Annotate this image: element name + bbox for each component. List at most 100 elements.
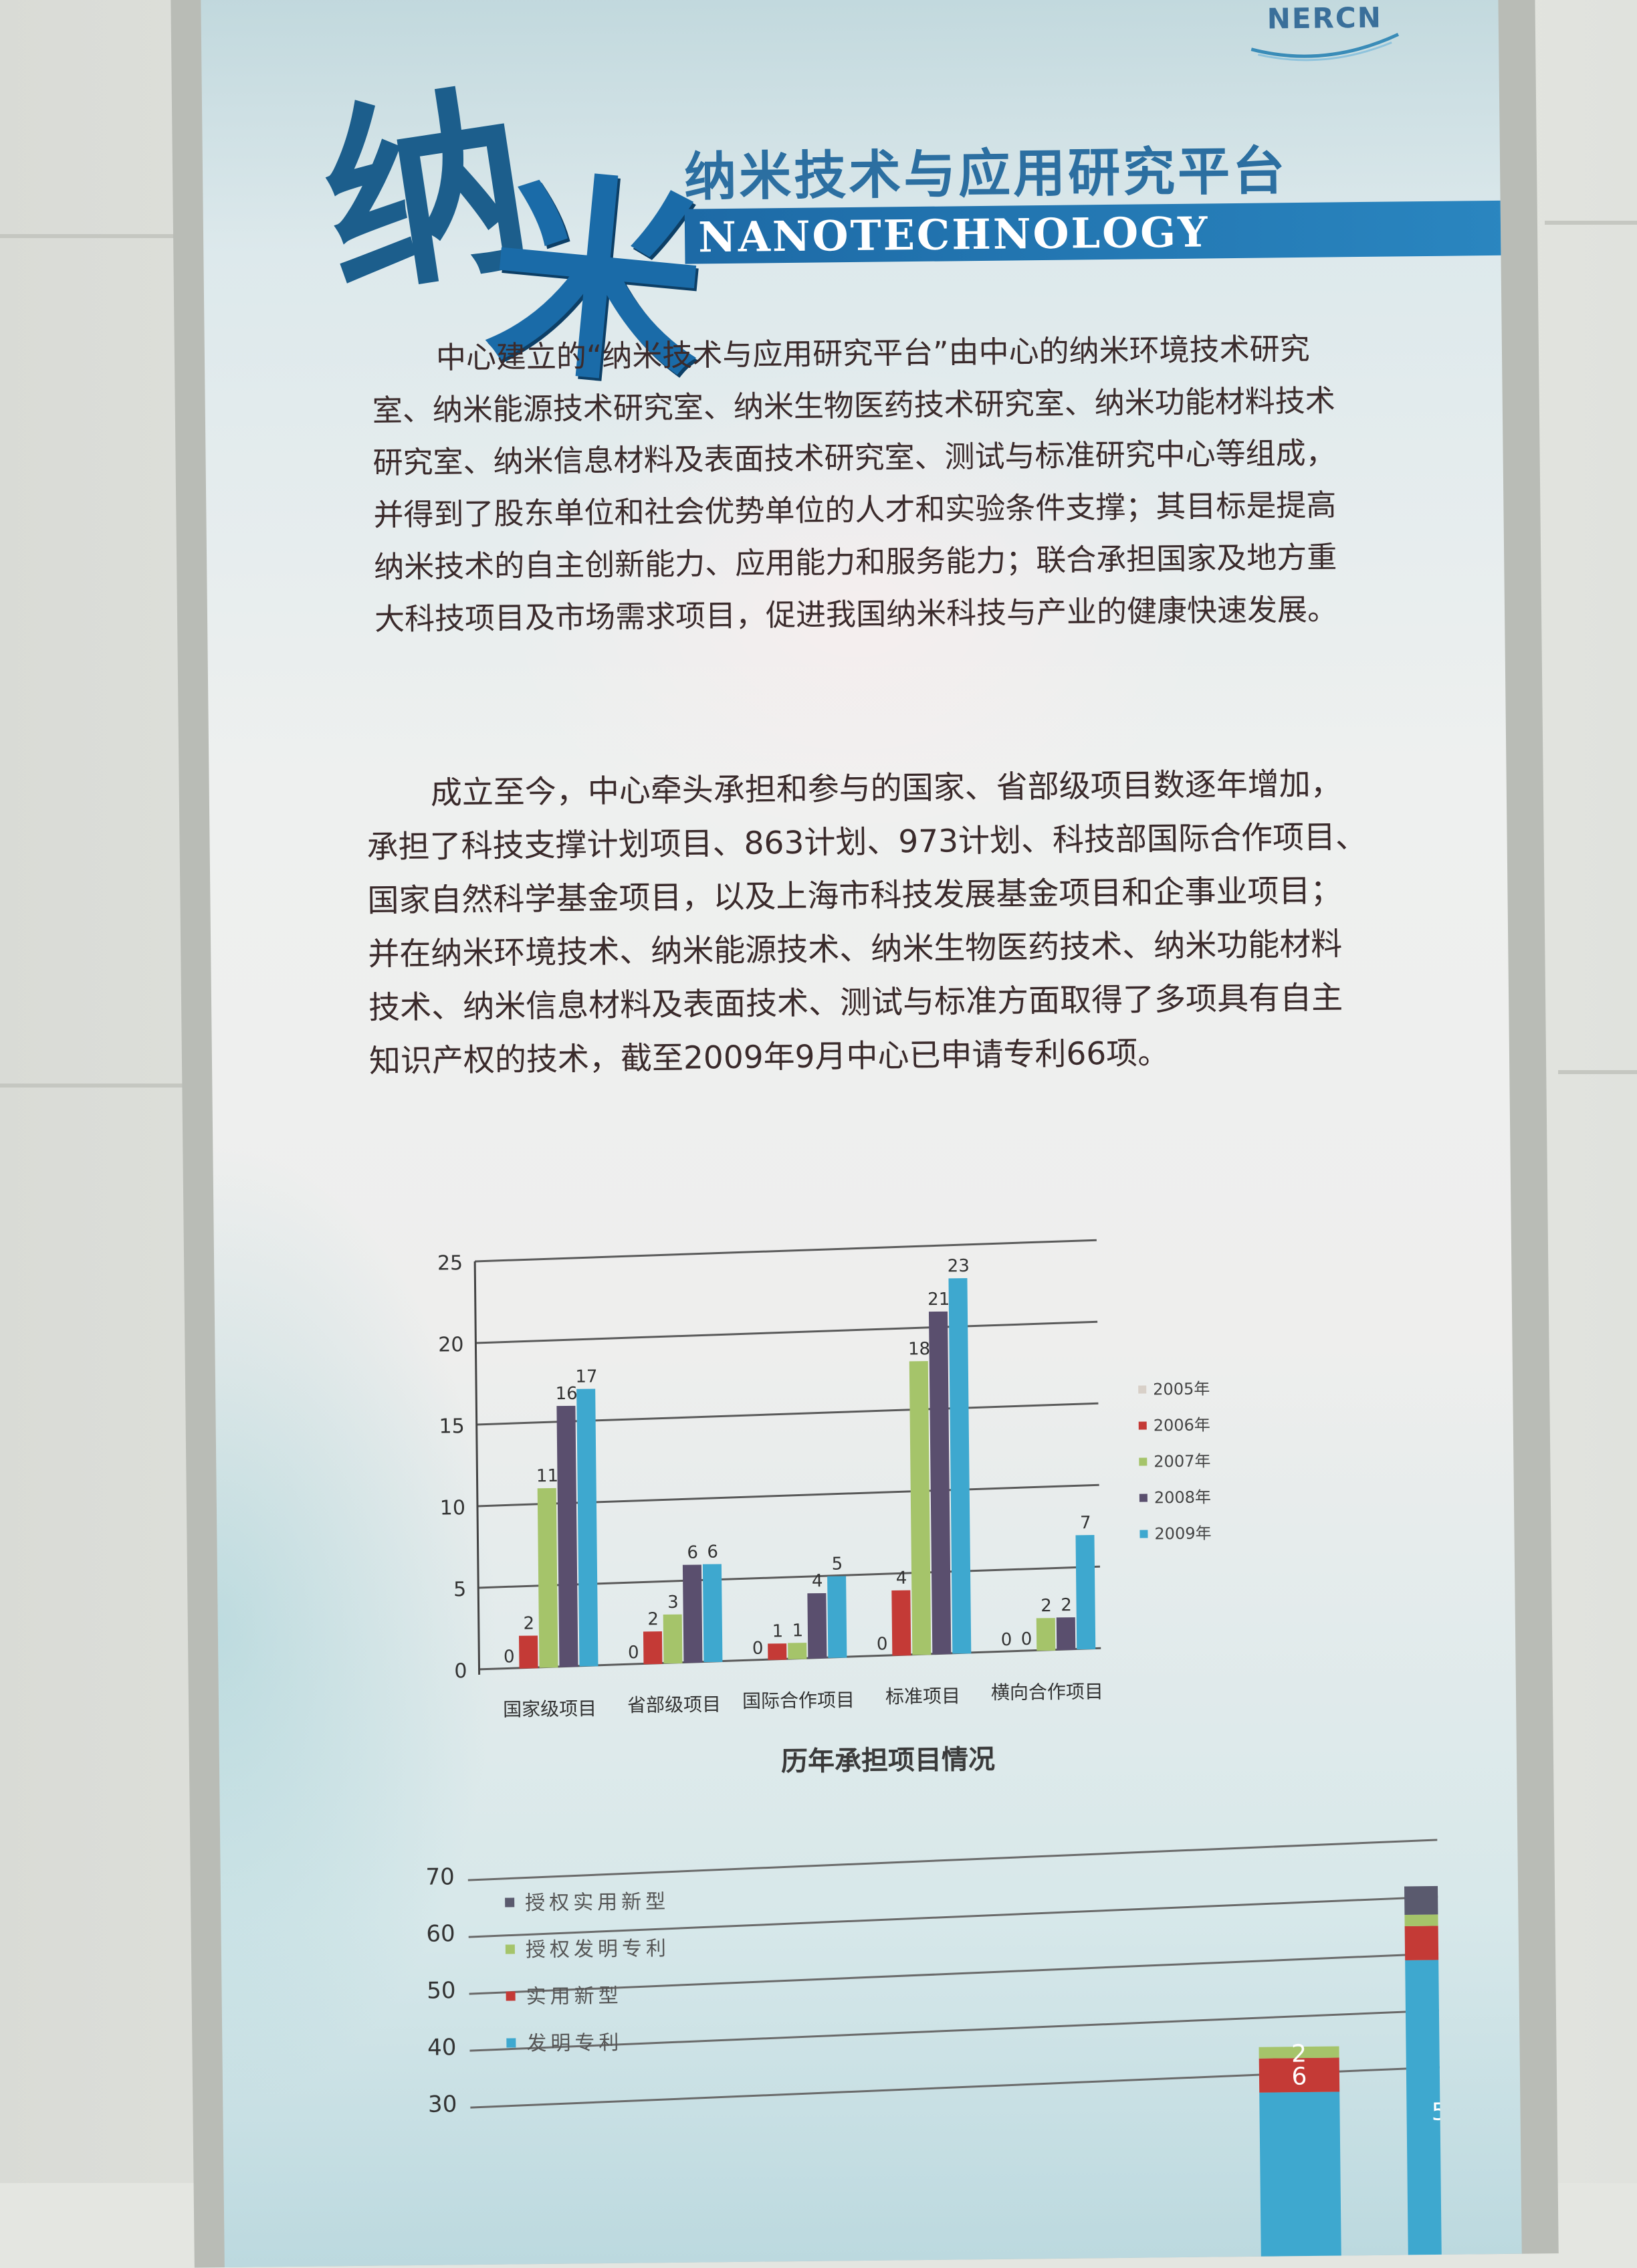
bar xyxy=(682,1564,703,1663)
bar xyxy=(576,1388,598,1667)
bar xyxy=(1056,1617,1076,1651)
y-tick-label: 15 xyxy=(439,1415,465,1438)
data-label: 18 xyxy=(908,1339,930,1359)
bar xyxy=(702,1564,723,1663)
platform-title: 纳米技术与应用研究平台 xyxy=(683,141,1288,208)
tile-seam xyxy=(0,234,221,238)
legend-swatch xyxy=(1138,1385,1147,1394)
bar xyxy=(807,1592,827,1659)
bar xyxy=(768,1643,787,1660)
bar xyxy=(827,1576,847,1658)
bar xyxy=(788,1643,807,1659)
gridline xyxy=(467,1834,1522,1881)
legend-label: 授权实用新型 xyxy=(525,1890,669,1915)
stacked-bar-segment xyxy=(1259,2057,1340,2093)
y-tick-label: 40 xyxy=(427,2034,457,2061)
data-label: 6 xyxy=(707,1542,718,1562)
bar xyxy=(556,1405,578,1667)
bar xyxy=(537,1487,558,1668)
y-tick-label: 20 xyxy=(438,1333,464,1356)
data-label: 0 xyxy=(628,1643,639,1663)
legend-label: 授权发明专利 xyxy=(526,1937,670,1962)
data-label: 0 xyxy=(752,1639,764,1659)
gridline xyxy=(469,1948,1522,1995)
y-tick-label: 60 xyxy=(426,1920,455,1947)
stacked-bar-segment xyxy=(1259,2091,1341,2263)
data-label: 5 xyxy=(831,1554,843,1574)
legend-swatch xyxy=(1139,1457,1148,1466)
x-tick-label: 横向合作项目 xyxy=(991,1681,1103,1704)
y-tick-label: 5 xyxy=(453,1578,466,1601)
tile-seam xyxy=(1558,1070,1637,1074)
data-label: 23 xyxy=(948,1256,970,1276)
gridline xyxy=(475,1239,1097,1263)
data-label: 2 xyxy=(1061,1595,1072,1615)
y-tick-label: 30 xyxy=(428,2091,457,2118)
segment-label: 53 xyxy=(1431,2098,1441,2126)
segment-label: 2 xyxy=(1291,2041,1307,2068)
gridline xyxy=(475,1320,1098,1344)
data-label: 1 xyxy=(772,1621,784,1641)
legend-swatch xyxy=(506,1991,516,2001)
legend-swatch xyxy=(1138,1421,1147,1430)
bar xyxy=(1036,1618,1056,1651)
intro-paragraph: 中心建立的“纳米技术与应用研究平台”由中心的纳米环境技术研究室、纳米能源技术研究… xyxy=(372,322,1365,645)
bar xyxy=(643,1631,663,1665)
gridline xyxy=(470,2061,1522,2109)
logo-swoosh-icon xyxy=(1250,33,1400,62)
data-label: 17 xyxy=(575,1366,597,1386)
x-tick-label: 省部级项目 xyxy=(627,1693,721,1716)
legend-swatch xyxy=(1139,1530,1148,1538)
x-tick-label: 标准项目 xyxy=(885,1685,960,1708)
data-label: 0 xyxy=(504,1647,515,1667)
y-tick-label: 50 xyxy=(427,1977,456,2004)
stacked-bar-segment xyxy=(1404,1885,1485,1915)
tile-seam xyxy=(1545,221,1637,225)
data-label: 2 xyxy=(1041,1596,1052,1616)
data-label: 0 xyxy=(1021,1629,1032,1649)
y-tick-label: 25 xyxy=(437,1251,463,1275)
legend-swatch xyxy=(1139,1493,1148,1502)
tile-seam xyxy=(0,1084,214,1088)
data-label: 3 xyxy=(667,1592,679,1613)
data-label: 21 xyxy=(927,1290,950,1310)
data-label: 2 xyxy=(647,1609,659,1629)
bar xyxy=(909,1361,932,1655)
stacked-bar-segment xyxy=(1259,2046,1339,2059)
y-tick-label: 70 xyxy=(425,1863,455,1890)
bar xyxy=(519,1635,538,1669)
y-tick-label: 10 xyxy=(440,1496,466,1520)
stacked-bar-segment xyxy=(1404,1914,1485,1926)
bar xyxy=(1075,1535,1096,1650)
bar xyxy=(928,1311,952,1655)
data-label: 4 xyxy=(896,1568,907,1588)
data-label: 6 xyxy=(687,1543,698,1563)
projects-bar-chart: 0 5 10 15 20 25 0 2 11 16 17 国家级项目 0 2 3 6 6 省部级项目 0 1 1 4 5 国际… xyxy=(421,1226,1310,1784)
data-label: 1 xyxy=(792,1621,804,1641)
legend-label: 2006年 xyxy=(1154,1415,1210,1435)
achievement-paragraph: 成立至今，中心牵头承担和参与的国家、省部级项目数逐年增加，承担了科技支撑计划项目… xyxy=(366,757,1372,1089)
x-tick-label: 国家级项目 xyxy=(503,1697,596,1720)
segment-label: 6 xyxy=(1291,2063,1307,2091)
bar xyxy=(948,1278,972,1654)
legend-label: 2009年 xyxy=(1154,1524,1211,1543)
legend-label: 发明专利 xyxy=(526,2031,623,2056)
data-label: 11 xyxy=(536,1466,558,1486)
stacked-bar-segment xyxy=(1404,1925,1486,1960)
gridline xyxy=(469,2004,1522,2052)
data-label: 2 xyxy=(523,1614,534,1634)
gridline xyxy=(468,1891,1522,1938)
x-tick-label: 国际合作项目 xyxy=(742,1689,855,1712)
bar xyxy=(663,1614,683,1664)
y-axis xyxy=(473,1261,481,1675)
achievement-text: 成立至今，中心牵头承担和参与的国家、省部级项目数逐年增加，承担了科技支撑计划项目… xyxy=(366,765,1368,1080)
legend-swatch xyxy=(505,1897,515,1908)
legend-label: 2008年 xyxy=(1154,1487,1211,1507)
data-label: 0 xyxy=(1001,1630,1012,1650)
nercn-logo: NERCN xyxy=(1244,1,1405,63)
data-label: 7 xyxy=(1080,1513,1091,1533)
data-label: 16 xyxy=(556,1384,578,1404)
legend-label: 实用新型 xyxy=(526,1984,622,2009)
